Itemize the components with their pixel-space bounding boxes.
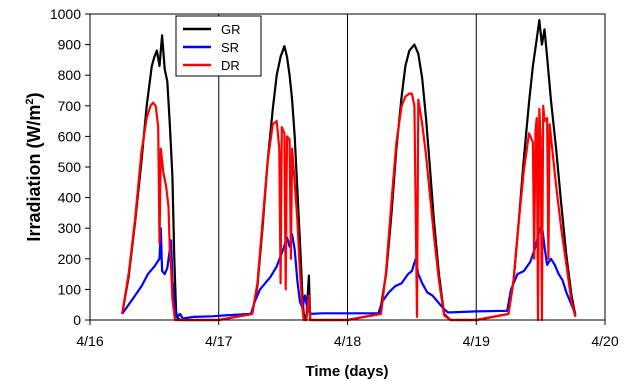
y-tick-label: 900 [58, 37, 82, 53]
legend: GR SR DR [175, 15, 262, 77]
y-axis-title-superscript: 2 [24, 98, 36, 104]
x-tick-label: 4/18 [334, 333, 361, 349]
legend-label-dr: DR [221, 58, 240, 73]
y-tick-label: 400 [58, 190, 82, 206]
y-tick-label: 1000 [50, 6, 81, 22]
x-tick-label: 4/19 [463, 333, 490, 349]
y-axis-title: Irradiation (W/m2) [24, 92, 44, 241]
y-tick-label: 100 [58, 281, 82, 297]
y-tick-label: 200 [58, 251, 82, 267]
y-axis-title-close: ) [24, 92, 44, 98]
x-tick-label: 4/17 [205, 333, 232, 349]
legend-label-gr: GR [221, 22, 241, 37]
x-tick-label: 4/16 [76, 333, 103, 349]
axis-layer: 0 100 200 300 400 500 600 700 800 900 1000 4/16 4/17… [50, 6, 619, 349]
y-tick-label: 600 [58, 128, 82, 144]
y-tick-label: 500 [58, 159, 82, 175]
y-tick-label: 0 [73, 312, 81, 328]
y-tick-label: 800 [58, 67, 82, 83]
x-axis-title: Time (days) [305, 363, 388, 380]
y-tick-label: 700 [58, 98, 82, 114]
y-tick-label: 300 [58, 220, 82, 236]
legend-label-sr: SR [221, 40, 239, 55]
y-axis-title-base: Irradiation (W/m [24, 105, 44, 242]
x-tick-label: 4/20 [591, 333, 618, 349]
